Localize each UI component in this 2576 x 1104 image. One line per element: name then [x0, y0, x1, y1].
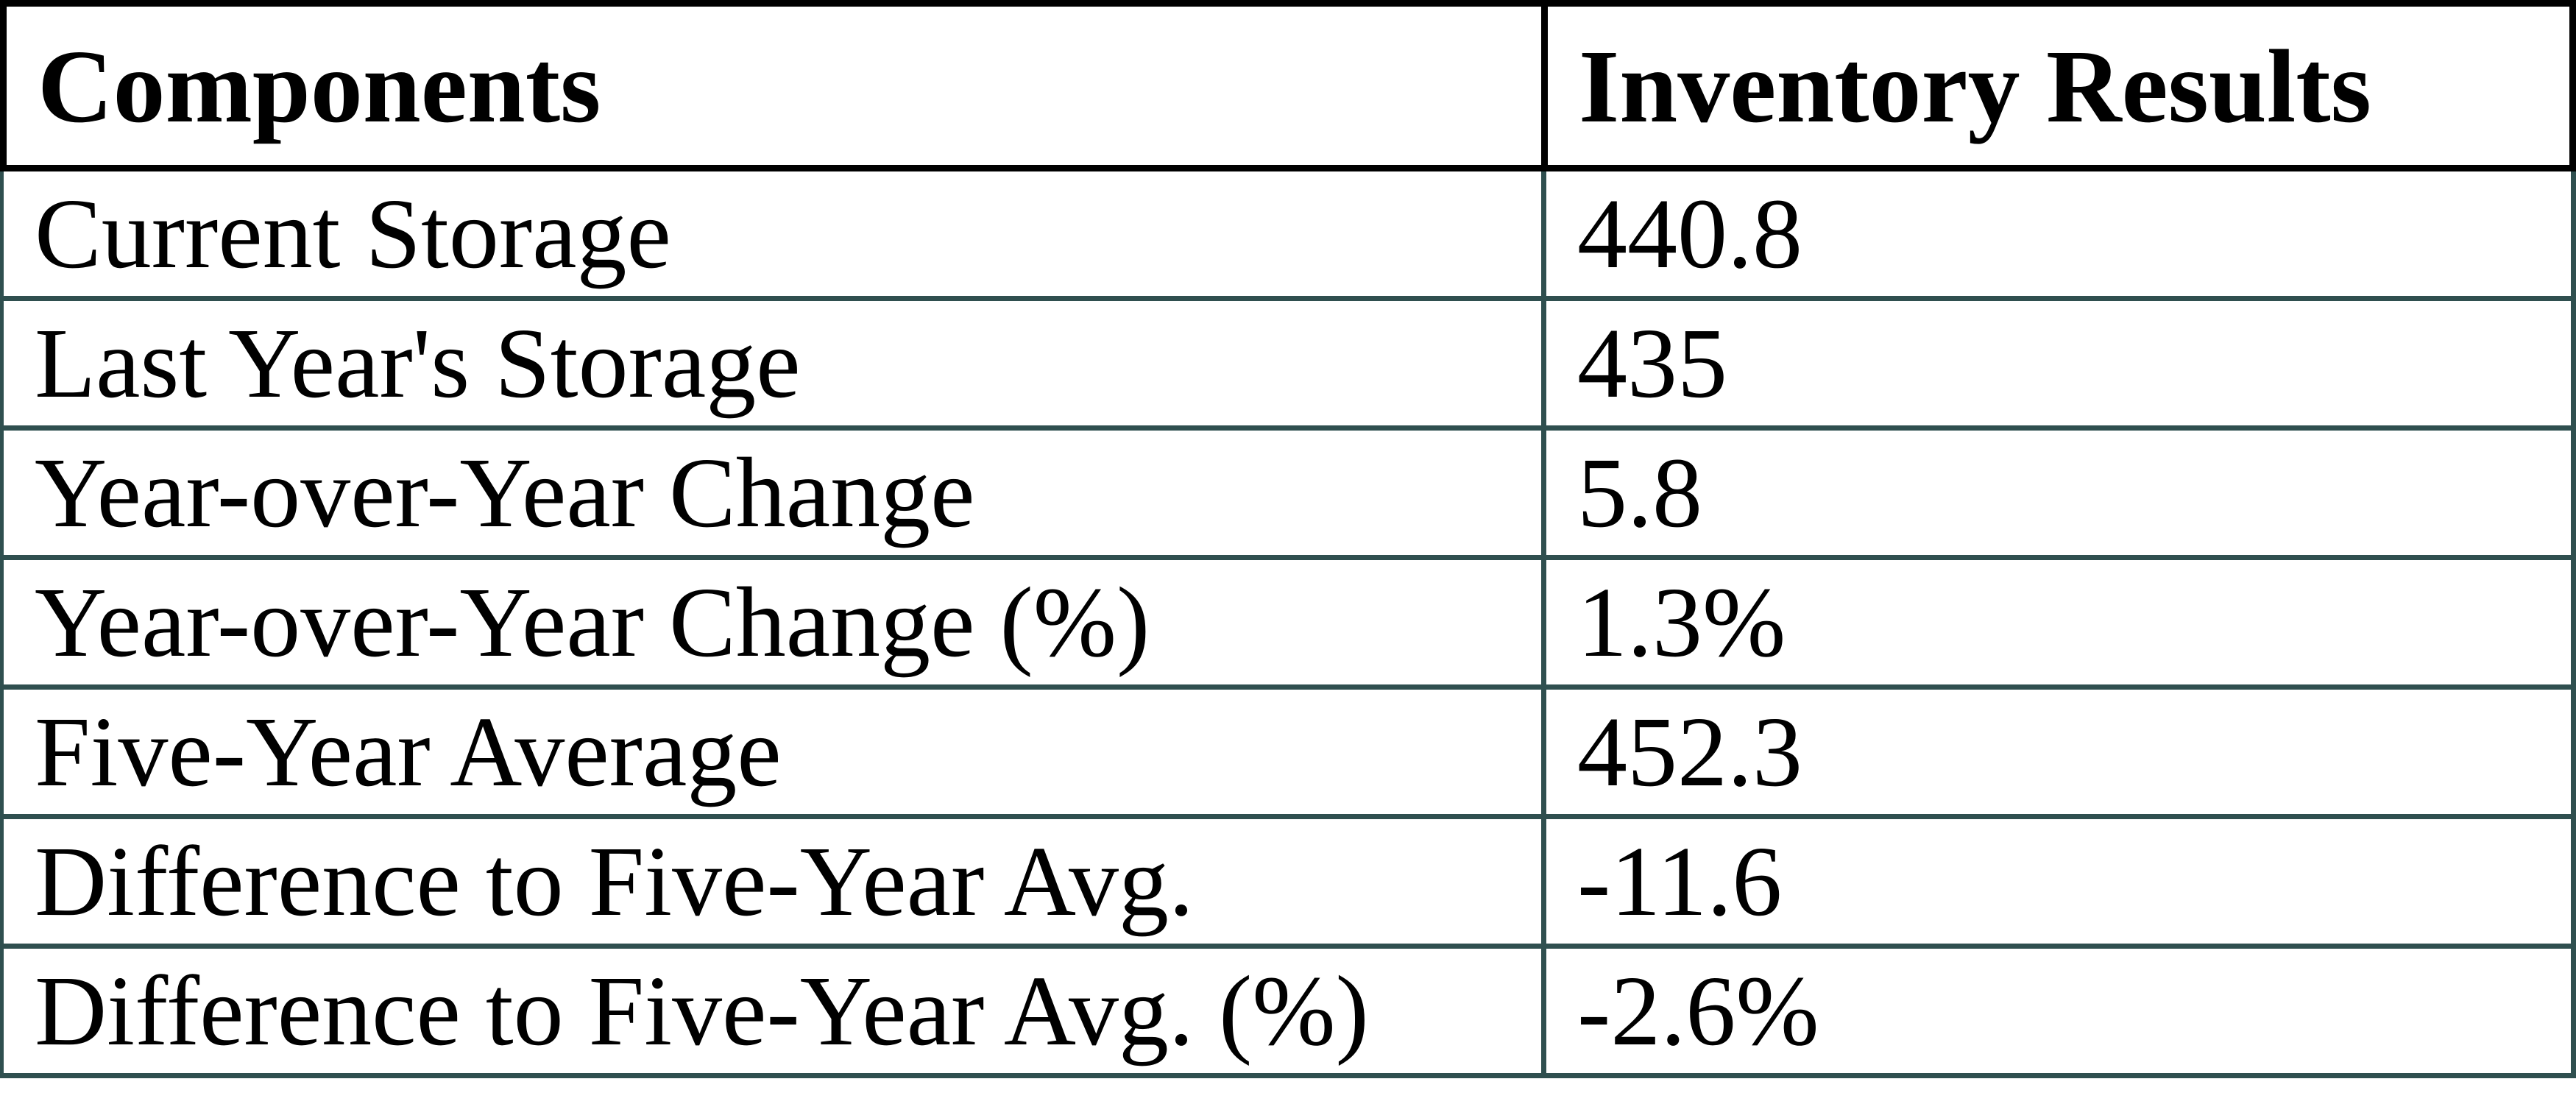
row-label-cell: Last Year's Storage — [0, 301, 1541, 431]
row-label-cell: Current Storage — [0, 171, 1541, 301]
table-row-last-years-storage: Last Year's Storage 435 — [0, 301, 2576, 431]
table-row-diff-five-year-avg-pct: Difference to Five-Year Avg. (%) -2.6% — [0, 949, 2576, 1078]
row-value-cell: -2.6% — [1541, 949, 2576, 1078]
table-row-current-storage: Current Storage 440.8 — [0, 171, 2576, 301]
row-value-cell: 1.3% — [1541, 560, 2576, 690]
header-cell-inventory-results: Inventory Results — [1541, 7, 2576, 165]
header-cell-components: Components — [0, 7, 1541, 165]
table-row-five-year-average: Five-Year Average 452.3 — [0, 690, 2576, 819]
table-row-yoy-change-pct: Year-over-Year Change (%) 1.3% — [0, 560, 2576, 690]
row-label-cell: Year-over-Year Change — [0, 431, 1541, 560]
table-header-row: Components Inventory Results — [0, 7, 2576, 171]
row-value-cell: 5.8 — [1541, 431, 2576, 560]
row-value-cell: 452.3 — [1541, 690, 2576, 819]
row-label-cell: Year-over-Year Change (%) — [0, 560, 1541, 690]
row-value-cell: -11.6 — [1541, 819, 2576, 949]
row-value-cell: 435 — [1541, 301, 2576, 431]
row-label-cell: Difference to Five-Year Avg. (%) — [0, 949, 1541, 1078]
inventory-table: Components Inventory Results Current Sto… — [0, 0, 2576, 1078]
table-row-yoy-change: Year-over-Year Change 5.8 — [0, 431, 2576, 560]
row-label-cell: Five-Year Average — [0, 690, 1541, 819]
table-row-diff-five-year-avg: Difference to Five-Year Avg. -11.6 — [0, 819, 2576, 949]
row-value-cell: 440.8 — [1541, 171, 2576, 301]
row-label-cell: Difference to Five-Year Avg. — [0, 819, 1541, 949]
